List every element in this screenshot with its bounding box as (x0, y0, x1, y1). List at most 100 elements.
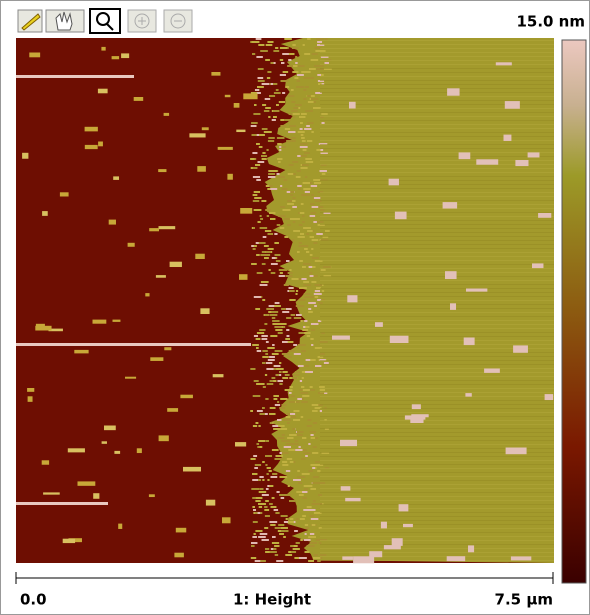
edge-grain (307, 140, 312, 142)
edge-grain (256, 347, 259, 349)
edge-grain (297, 347, 299, 349)
edge-grain (271, 263, 278, 265)
edge-grain (309, 68, 316, 70)
island (234, 103, 240, 108)
edge-grain (295, 371, 300, 373)
edge-grain (267, 383, 274, 385)
edge-grain (303, 389, 310, 391)
edge-grain (262, 104, 266, 106)
size-label: 7.5 µm (495, 591, 553, 609)
scan-line (320, 292, 554, 293)
edge-grain (306, 251, 309, 253)
edge-grain (257, 86, 264, 88)
edge-grain (275, 254, 281, 256)
edge-grain (295, 62, 297, 64)
edge-grain (293, 140, 296, 142)
edge-grain (266, 44, 273, 46)
edge-grain (264, 506, 267, 508)
edge-grain (304, 488, 308, 490)
scan-line (320, 456, 554, 457)
edge-grain (265, 353, 268, 355)
scan-line (320, 168, 554, 169)
edge-grain (302, 221, 305, 223)
edge-grain (304, 320, 307, 322)
edge-grain (272, 425, 278, 427)
edge-grain (256, 143, 260, 145)
edge-grain (310, 236, 314, 238)
scan-line (320, 396, 554, 397)
edge-grain (279, 407, 284, 409)
scan-line (320, 256, 554, 257)
edge-grain (292, 428, 295, 430)
edge-grain (268, 347, 275, 349)
edge-grain (314, 305, 317, 307)
edge-grain (286, 260, 290, 262)
edge-grain (292, 206, 297, 208)
edge-grain (293, 65, 298, 67)
edge-grain (289, 299, 295, 301)
edge-grain (313, 476, 319, 478)
edge-grain (260, 254, 268, 256)
edge-grain (303, 149, 307, 151)
edge-grain (284, 218, 290, 220)
edge-grain (267, 77, 270, 79)
edge-grain (297, 74, 304, 76)
island (176, 528, 186, 533)
particle (532, 263, 543, 268)
island (29, 53, 40, 58)
edge-grain (268, 233, 274, 235)
edge-grain (280, 119, 284, 121)
scan-line (320, 228, 554, 229)
edge-grain (277, 158, 282, 160)
edge-grain (276, 455, 283, 457)
edge-grain (299, 116, 305, 118)
edge-grain (310, 254, 313, 256)
edge-grain (314, 554, 318, 556)
edge-grain (303, 89, 306, 91)
particle (538, 213, 551, 218)
edge-grain (284, 521, 289, 523)
edge-grain (308, 470, 312, 472)
edge-grain (277, 380, 283, 382)
edge-grain (298, 482, 302, 484)
edge-grain (254, 533, 256, 535)
edge-grain (277, 173, 280, 175)
scan-line (320, 496, 554, 497)
edge-grain (291, 551, 296, 553)
edge-grain (307, 419, 311, 421)
edge-grain (267, 467, 271, 469)
edge-grain (260, 284, 268, 286)
edge-grain (289, 269, 291, 271)
edge-grain (325, 230, 330, 232)
particle (411, 414, 428, 417)
edge-grain (292, 377, 297, 379)
scan-line (320, 56, 554, 57)
scan-line (320, 344, 554, 345)
island (35, 326, 51, 331)
edge-grain (301, 203, 304, 205)
edge-grain (277, 458, 283, 460)
edge-grain (276, 374, 280, 376)
island (109, 220, 116, 225)
edge-grain (275, 350, 283, 352)
edge-grain (282, 80, 288, 82)
edge-grain (311, 194, 314, 196)
edge-grain (299, 446, 301, 448)
scan-line (320, 480, 554, 481)
edge-grain (300, 380, 302, 382)
edge-grain (270, 551, 277, 553)
edge-grain (320, 353, 324, 355)
scan-line (320, 360, 554, 361)
edge-grain (292, 47, 298, 49)
island (202, 127, 209, 130)
edge-grain (290, 194, 293, 196)
edge-grain (254, 467, 258, 469)
edge-grain (254, 335, 258, 337)
island (128, 243, 135, 247)
scan-line (320, 328, 554, 329)
edge-grain (266, 251, 271, 253)
edge-grain (250, 158, 254, 160)
edge-grain (287, 335, 290, 337)
edge-grain (265, 374, 267, 376)
edge-grain (292, 71, 298, 73)
